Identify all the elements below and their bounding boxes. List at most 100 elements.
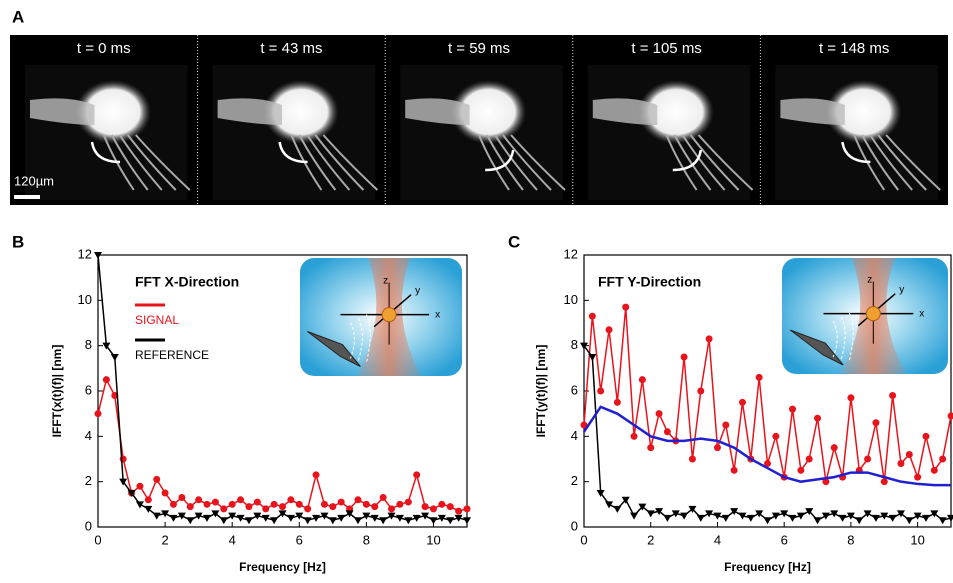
y-tick-label: 2 [85,473,92,488]
marker [237,496,244,503]
marker [379,517,387,524]
marker [631,433,638,440]
scale-bar-label: 120µm [14,173,54,188]
marker [789,515,797,522]
x-tick-label: 8 [363,532,370,547]
marker [95,410,102,417]
marker [254,499,261,506]
legend-label: REFERENCE [135,348,209,362]
y-tick-label: 4 [571,428,578,443]
x-axis-label: Frequency [Hz] [239,560,326,574]
marker [639,376,646,383]
marker [681,354,688,361]
marker [229,501,236,508]
marker [245,517,253,524]
marker [872,419,879,426]
marker [287,515,295,522]
y-tick-label: 8 [571,337,578,352]
marker [731,467,738,474]
marker [111,354,119,361]
x-tick-label: 2 [647,532,654,547]
marker [906,451,913,458]
marker [136,483,143,490]
marker [722,515,730,522]
marker [622,304,629,311]
legend-label: SIGNAL [135,313,179,327]
marker [136,501,144,508]
marker [697,388,704,395]
marker [463,517,471,524]
y-tick-label: 12 [564,246,578,261]
marker [170,501,177,508]
x-tick-label: 2 [161,532,168,547]
marker [153,513,161,520]
marker [304,517,312,524]
y-tick-label: 8 [85,337,92,352]
marker [839,515,847,522]
marker [103,376,110,383]
marker [722,422,729,429]
marker [271,501,278,508]
marker [772,513,780,520]
x-tick-label: 6 [296,532,303,547]
y-tick-label: 0 [85,518,92,533]
marker [814,415,821,422]
marker [195,496,202,503]
marker [354,517,362,524]
marker [706,335,713,342]
marker [789,406,796,413]
marker [855,517,863,524]
marker [178,494,185,501]
inset-axis-label: z [383,275,388,286]
x-tick-label: 10 [910,532,924,547]
marker [922,515,930,522]
marker [245,503,252,510]
marker [169,515,177,522]
marker [429,517,437,524]
marker [597,388,604,395]
marker [614,399,621,406]
marker [931,467,938,474]
marker [153,476,160,483]
marker [864,456,871,463]
marker [747,515,755,522]
marker [120,456,127,463]
marker [663,515,671,522]
panel-letter: B [12,232,24,251]
marker [162,490,169,497]
marker [279,503,286,510]
marker [296,501,303,508]
frame-time: t = 0 ms [77,40,131,57]
inset-axis-label: y [415,285,420,296]
inset-axis-label: y [899,284,904,295]
marker [438,501,445,508]
marker [363,501,370,508]
inset-axis-label: x [435,309,440,320]
marker [354,496,361,503]
marker [212,499,219,506]
marker [270,517,278,524]
x-tick-label: 10 [426,532,440,547]
marker [371,503,378,510]
x-tick-label: 4 [714,532,721,547]
marker [922,433,929,440]
marker [814,517,822,524]
marker [287,496,294,503]
marker [889,515,897,522]
marker [739,399,746,406]
marker [313,471,320,478]
marker [405,499,412,506]
y-axis-label: IFFT(x(t)(f)| [nm] [50,345,64,438]
marker [396,501,403,508]
marker [756,374,763,381]
marker [220,505,227,512]
marker [831,444,838,451]
marker [145,496,152,503]
marker [764,517,772,524]
inset-bead [382,308,396,322]
chart-title: FFT Y-Direction [598,274,701,290]
marker [388,505,395,512]
marker [939,456,946,463]
marker [697,515,705,522]
